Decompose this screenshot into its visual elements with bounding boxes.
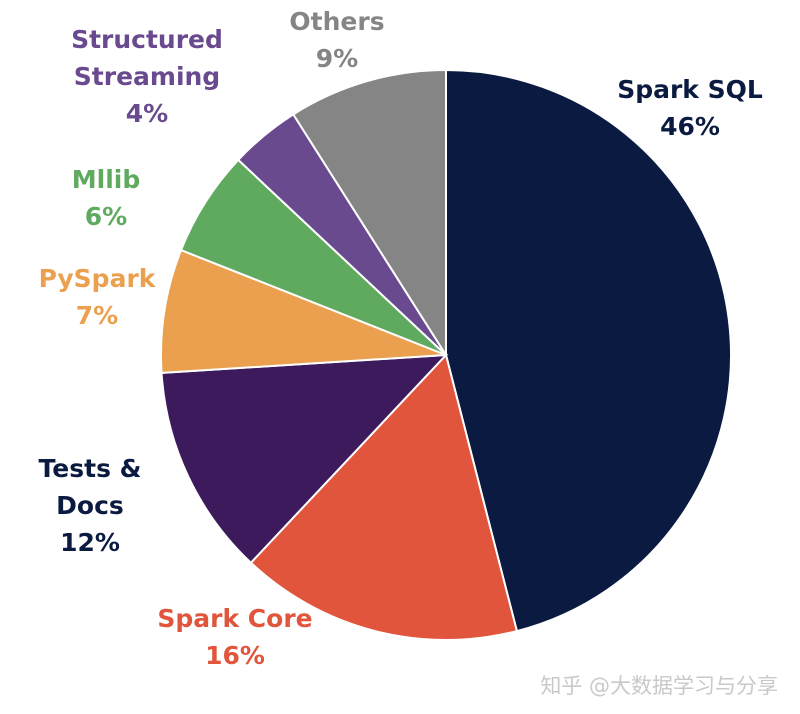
pie-slice-others xyxy=(291,68,447,359)
slice-percent: 46% xyxy=(660,112,720,141)
slice-label-others: Others 9% xyxy=(289,7,384,73)
slice-label-mllib: Mllib 6% xyxy=(72,165,140,231)
watermark-text: 知乎 @大数据学习与分享 xyxy=(540,674,778,698)
pie-slice-pyspark xyxy=(160,248,447,374)
pie-slices xyxy=(160,68,733,641)
slice-percent: 9% xyxy=(316,44,358,73)
slice-name: Mllib xyxy=(72,165,140,194)
slice-label-spark-sql: Spark SQL 46% xyxy=(617,75,763,141)
slice-name: Streaming xyxy=(74,62,220,91)
slice-percent: 6% xyxy=(85,202,127,231)
slice-name: Docs xyxy=(56,491,124,520)
slice-percent: 4% xyxy=(126,99,168,128)
slice-percent: 12% xyxy=(60,528,120,557)
slice-label-tests-docs: Tests & Docs 12% xyxy=(39,454,142,557)
slice-label-spark-core: Spark Core 16% xyxy=(157,604,312,670)
slice-label-pyspark: PySpark 7% xyxy=(39,264,157,330)
pie-slice-spark-sql xyxy=(445,68,733,633)
slice-name: Structured xyxy=(71,25,223,54)
pie-slice-tests-docs xyxy=(160,353,449,565)
slice-label-structured-streaming: Structured Streaming 4% xyxy=(71,25,223,128)
slice-labels: Spark SQL 46% Spark Core 16% Tests & Docs 12% P… xyxy=(39,7,763,670)
slice-name: Others xyxy=(289,7,384,36)
slice-name: PySpark xyxy=(39,264,157,293)
slice-name: Tests & xyxy=(39,454,142,483)
slice-percent: 7% xyxy=(76,301,118,330)
pie-slice-spark-core xyxy=(249,352,519,641)
slice-name: Spark Core xyxy=(157,604,312,633)
slice-percent: 16% xyxy=(205,641,265,670)
slice-name: Spark SQL xyxy=(617,75,763,104)
